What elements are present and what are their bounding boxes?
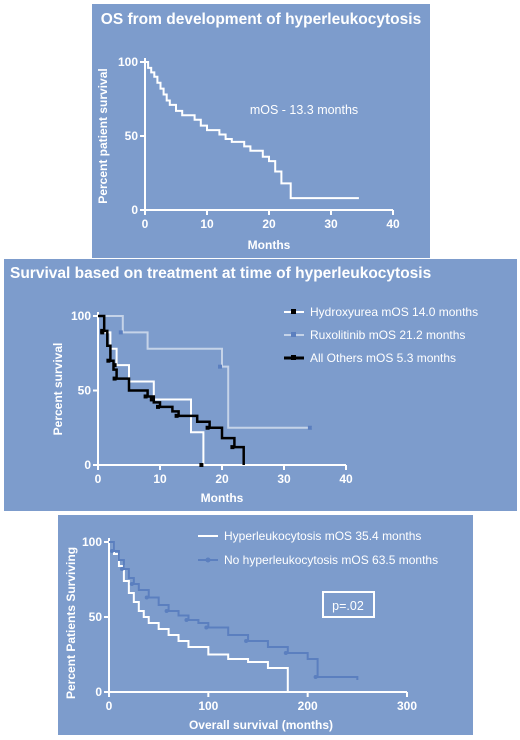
y-tick-label: 0 [84, 458, 91, 472]
censor-marker [218, 364, 222, 369]
y-tick-label: 50 [125, 129, 139, 143]
survival-curve-series-0 [145, 61, 359, 200]
censor-marker [144, 595, 149, 600]
treatment-legend: Hydroxyurea mOS 14.0 months Ruxolitinib … [284, 305, 478, 365]
os-y-axis-label: Percent patient survival [96, 68, 110, 203]
x-tick-label: 0 [142, 217, 149, 231]
p-value-label: p=.02 [332, 599, 364, 613]
treatment-chart-title: Survival based on treatment at time of h… [10, 265, 431, 282]
x-tick-label: 300 [397, 699, 417, 713]
treatment-chart-svg: Survival based on treatment at time of h… [10, 265, 478, 505]
y-tick-label: 50 [89, 610, 103, 624]
legend-label-ruxolitinib: Ruxolitinib mOS 21.2 months [310, 328, 465, 342]
censor-marker [119, 567, 124, 571]
x-tick-label: 40 [339, 472, 353, 486]
survival-curve-series-0 [109, 541, 289, 692]
censor-marker [244, 639, 249, 643]
treatment-y-axis-label: Percent survival [51, 343, 65, 436]
x-tick-label: 20 [215, 472, 229, 486]
survival-curve-series-2 [98, 314, 245, 465]
censor-marker [100, 328, 105, 333]
overall-x-axis-label: Overall survival (months) [189, 718, 333, 732]
x-tick-label: 20 [262, 217, 276, 231]
censor-marker [143, 394, 148, 399]
censor-marker [174, 413, 179, 418]
os-x-axis-label: Months [248, 238, 291, 252]
os-chart-title: OS from development of hyperleukocytosis [101, 11, 421, 28]
survival-curve-series-1 [109, 541, 359, 680]
censor-marker [129, 582, 134, 586]
censor-marker [156, 404, 160, 409]
censor-marker [307, 425, 312, 430]
chart-panel-treatment: Survival based on treatment at time of h… [4, 259, 517, 511]
legend-marker-no-hyperleukocytosis [205, 557, 211, 563]
y-tick-label: 0 [95, 685, 102, 699]
x-tick-label: 200 [298, 699, 318, 713]
censor-marker [106, 358, 111, 363]
survival-curve-series-0 [98, 315, 205, 465]
x-tick-label: 30 [324, 217, 338, 231]
legend-label-hydroxyurea: Hydroxyurea mOS 14.0 months [310, 305, 478, 319]
y-tick-label: 100 [118, 55, 138, 69]
p-value-box [322, 591, 375, 618]
censor-marker [199, 463, 204, 467]
chart-panel-os: OS from development of hyperleukocytosis… [92, 4, 430, 258]
treatment-x-axis-label: Months [201, 491, 244, 505]
x-tick-label: 10 [200, 217, 214, 231]
censor-marker [109, 549, 114, 553]
y-tick-label: 0 [131, 203, 138, 217]
x-tick-label: 30 [277, 472, 291, 486]
censor-marker [118, 330, 123, 335]
censor-marker [204, 625, 209, 630]
x-tick-label: 0 [106, 699, 113, 713]
censor-marker [313, 675, 318, 679]
legend-label-hyperleukocytosis: Hyperleukocytosis mOS 35.4 months [224, 529, 421, 543]
y-tick-label: 50 [78, 384, 92, 398]
survival-curve-series-1 [98, 315, 312, 429]
legend-marker-all-others [291, 355, 296, 360]
censor-marker [184, 618, 189, 622]
legend-label-all-others: All Others mOS 5.3 months [310, 351, 456, 365]
legend-marker-ruxolitinib [291, 332, 296, 337]
x-tick-label: 10 [153, 472, 167, 486]
censor-marker [205, 425, 210, 430]
censor-marker [149, 397, 154, 402]
censor-marker [230, 445, 235, 450]
y-tick-label: 100 [82, 535, 102, 549]
censor-marker [164, 609, 169, 613]
x-tick-label: 40 [386, 217, 400, 231]
legend-label-no-hyperleukocytosis: No hyperleukocytosis mOS 63.5 months [224, 553, 438, 567]
overall-legend: Hyperleukocytosis mOS 35.4 months No hyp… [198, 529, 438, 567]
chart-panel-overall: Percent Patients Surviving Overall survi… [58, 515, 473, 735]
os-chart-svg: OS from development of hyperleukocytosis… [96, 11, 421, 252]
x-tick-label: 0 [95, 472, 102, 486]
censor-marker [112, 376, 117, 381]
censor-marker [283, 651, 288, 655]
y-tick-label: 100 [71, 309, 91, 323]
overall-chart-svg: Percent Patients Surviving Overall survi… [64, 529, 438, 732]
overall-y-axis-label: Percent Patients Surviving [64, 547, 78, 699]
x-tick-label: 100 [198, 699, 218, 713]
os-median-annotation: mOS - 13.3 months [250, 103, 358, 117]
legend-marker-hydroxyurea [291, 309, 296, 314]
